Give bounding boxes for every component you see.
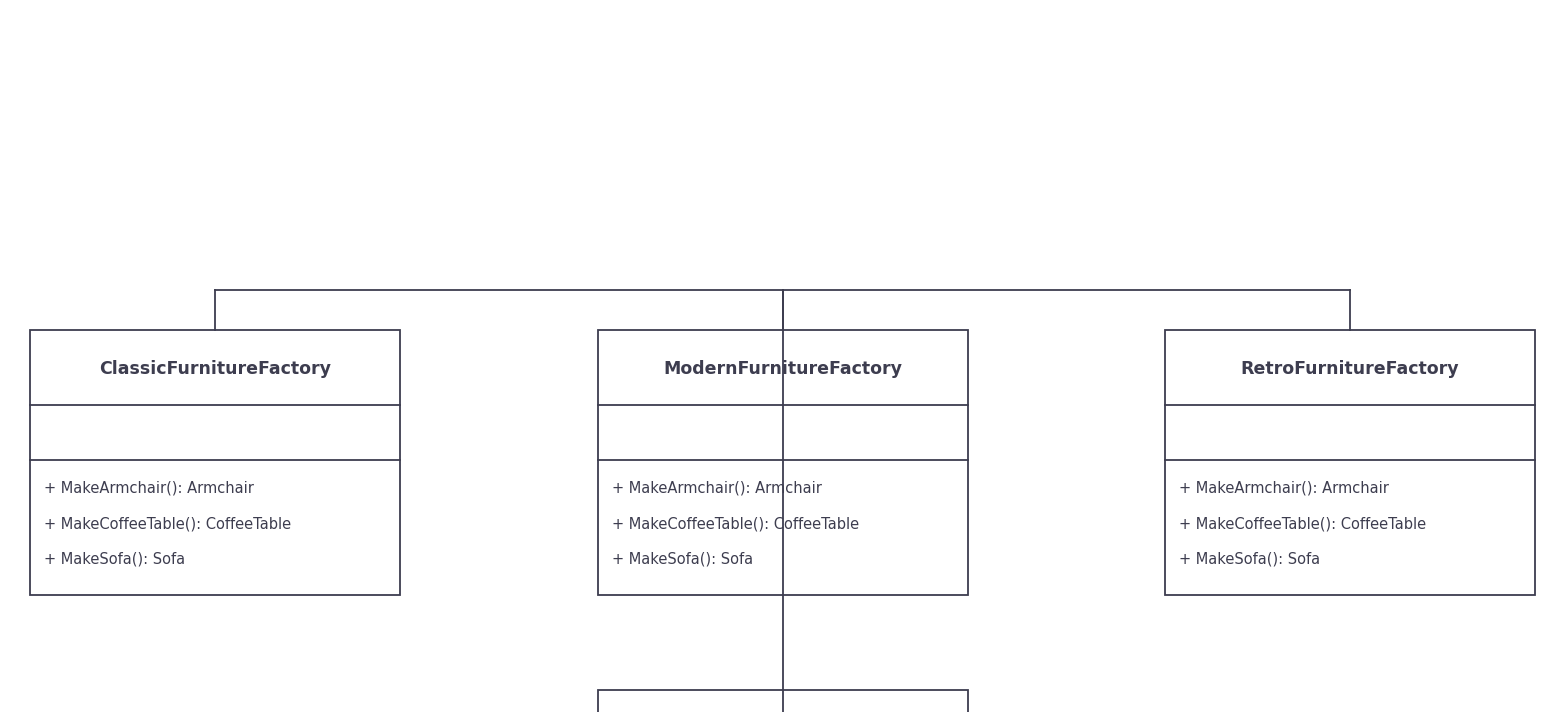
Bar — [30, 330, 399, 595]
Text: ClassicFurnitureFactory: ClassicFurnitureFactory — [99, 360, 330, 378]
Text: + MakeSofa(): Sofa: + MakeSofa(): Sofa — [1179, 552, 1320, 567]
Text: + MakeSofa(): Sofa: + MakeSofa(): Sofa — [44, 552, 185, 567]
Text: + MakeSofa(): Sofa: + MakeSofa(): Sofa — [612, 552, 753, 567]
Bar — [1165, 330, 1535, 595]
Text: + MakeCoffeeTable(): CoffeeTable: + MakeCoffeeTable(): CoffeeTable — [612, 516, 860, 531]
Bar — [598, 330, 968, 595]
Bar — [598, 690, 968, 712]
Text: + MakeArmchair(): Armchair: + MakeArmchair(): Armchair — [44, 481, 254, 496]
Text: + MakeArmchair(): Armchair: + MakeArmchair(): Armchair — [612, 481, 822, 496]
Text: + MakeCoffeeTable(): CoffeeTable: + MakeCoffeeTable(): CoffeeTable — [44, 516, 291, 531]
Text: RetroFurnitureFactory: RetroFurnitureFactory — [1240, 360, 1460, 378]
Text: ModernFurnitureFactory: ModernFurnitureFactory — [664, 360, 902, 378]
Text: + MakeArmchair(): Armchair: + MakeArmchair(): Armchair — [1179, 481, 1389, 496]
Text: + MakeCoffeeTable(): CoffeeTable: + MakeCoffeeTable(): CoffeeTable — [1179, 516, 1427, 531]
